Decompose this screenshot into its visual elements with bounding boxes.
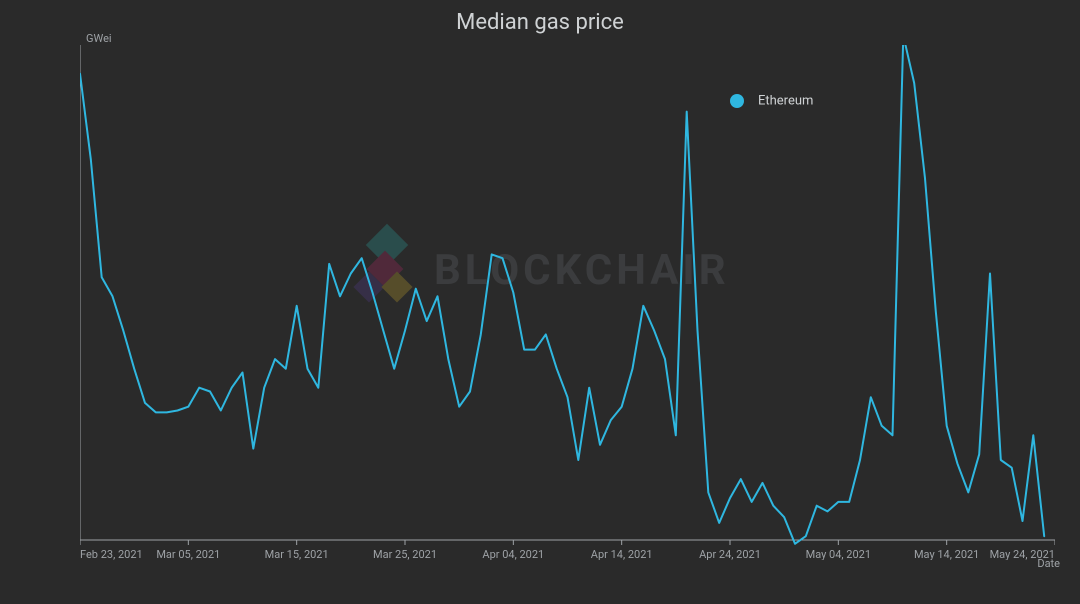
chart-container: Median gas price GWei Date BLOCKCHAIR 40… <box>0 0 1080 604</box>
x-tick-label: May 24, 2021 <box>990 548 1055 560</box>
x-tick-label: Mar 05, 2021 <box>156 548 220 560</box>
legend-marker-ethereum <box>730 94 744 108</box>
x-tick-label: Apr 14, 2021 <box>591 548 653 560</box>
x-tick-label: Apr 24, 2021 <box>699 548 761 560</box>
line-ethereum <box>80 45 1044 544</box>
chart-title: Median gas price <box>0 10 1080 35</box>
x-tick-label: Apr 04, 2021 <box>482 548 544 560</box>
y-axis-title: GWei <box>86 32 112 45</box>
x-tick-label: May 14, 2021 <box>914 548 979 560</box>
x-tick-label: May 04, 2021 <box>806 548 871 560</box>
x-tick-label: Feb 23, 2021 <box>80 548 143 560</box>
plot-area: 4050607080901001101201301401501601701801… <box>80 45 1055 560</box>
x-tick-label: Mar 25, 2021 <box>373 548 437 560</box>
x-axis: Feb 23, 2021 Mar 05, 2021 Mar 15, 2021 Mar … <box>80 540 1055 560</box>
legend-label-ethereum: Ethereum <box>758 93 813 108</box>
x-tick-label: Mar 15, 2021 <box>265 548 329 560</box>
legend: Ethereum <box>730 90 813 109</box>
